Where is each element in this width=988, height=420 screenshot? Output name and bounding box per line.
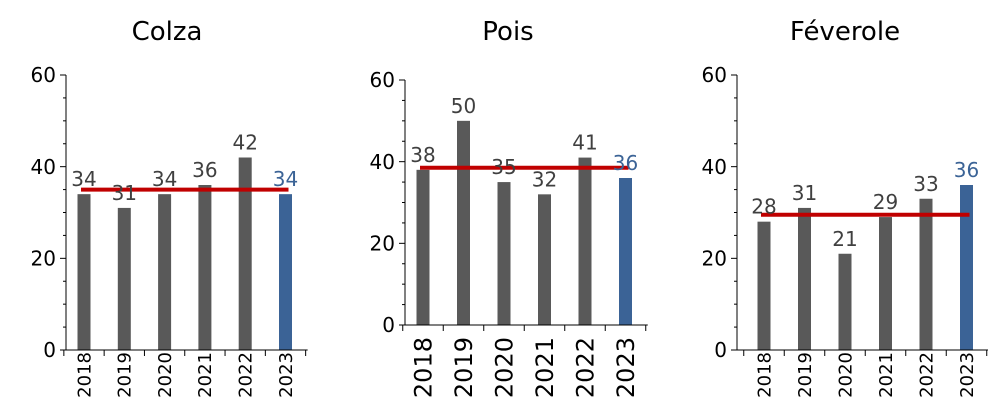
y-tick-label: 20	[31, 247, 56, 271]
bar-2021	[198, 185, 212, 350]
x-tick-label: 2023	[612, 337, 640, 398]
data-label: 28	[751, 195, 776, 219]
chart-title: Pois	[482, 17, 533, 47]
x-tick-label: 2018	[409, 337, 437, 398]
chart-panel-feverole: Féverole 0 20 40 60 2018 2019 2020 2021 2022 2023 2…	[702, 17, 988, 398]
bar-2019	[457, 120, 470, 325]
bar-2022	[578, 157, 592, 325]
y-tick-label: 20	[702, 247, 727, 271]
x-tick-label: 2021	[531, 337, 559, 398]
chart-panel-pois: Pois 0 20 40 60 2018 2019 2020 2021 2022 2023 38 50 3…	[370, 17, 648, 398]
data-label: 33	[913, 172, 938, 196]
x-tick-label: 2018	[74, 352, 95, 398]
data-label: 50	[451, 94, 476, 118]
y-tick-label: 0	[714, 338, 727, 362]
data-label: 36	[954, 158, 979, 182]
y-tick-label: 0	[43, 338, 56, 362]
x-tick-label: 2023	[957, 352, 978, 398]
data-label: 38	[410, 143, 435, 167]
data-label: 35	[491, 155, 516, 179]
data-label: 29	[873, 190, 898, 214]
x-tick-label: 2020	[490, 337, 518, 398]
chart-panel-colza: Colza 0 20 40 60 2018 2019 2020 2021 2022 2023 34 31…	[31, 17, 308, 398]
data-label: 21	[832, 227, 857, 251]
data-label: 36	[613, 151, 638, 175]
bar-2018	[77, 194, 91, 350]
data-label: 34	[273, 167, 298, 191]
data-label: 34	[71, 167, 96, 191]
x-tick-label: 2018	[754, 352, 775, 398]
data-label: 41	[572, 131, 597, 155]
data-label: 42	[232, 131, 257, 155]
bar-2019	[798, 207, 811, 350]
x-tick-label: 2023	[276, 352, 297, 398]
y-tick-label: 60	[370, 68, 395, 92]
x-tick-label: 2021	[876, 352, 897, 398]
y-tick-label: 60	[702, 63, 727, 87]
data-label: 32	[532, 167, 557, 191]
bar-2018	[416, 169, 430, 325]
y-tick-label: 40	[31, 155, 56, 179]
x-tick-label: 2019	[115, 352, 136, 398]
data-label: 31	[112, 181, 137, 205]
y-tick-label: 40	[370, 150, 395, 174]
y-tick-label: 0	[382, 313, 395, 337]
bar-2022	[238, 157, 252, 350]
chart-title: Féverole	[790, 17, 900, 47]
x-tick-label: 2020	[155, 352, 176, 398]
x-tick-label: 2022	[916, 352, 937, 398]
x-tick-label: 2021	[195, 352, 216, 398]
x-tick-label: 2019	[450, 337, 478, 398]
data-label: 36	[192, 158, 217, 182]
data-label: 34	[152, 167, 177, 191]
y-tick-label: 60	[31, 63, 56, 87]
x-tick-label: 2020	[835, 352, 856, 398]
bar-2020	[838, 253, 852, 350]
bar-2023	[619, 178, 632, 325]
data-label: 31	[792, 181, 817, 205]
bar-2022	[919, 198, 933, 350]
x-tick-label: 2022	[236, 352, 257, 398]
y-tick-label: 40	[702, 155, 727, 179]
bar-2023	[960, 185, 973, 350]
bar-2023	[279, 194, 292, 350]
y-tick-label: 20	[370, 232, 395, 256]
chart-title: Colza	[132, 17, 203, 47]
bar-2020	[158, 194, 172, 350]
bar-2021	[538, 194, 551, 325]
bar-2020	[497, 182, 511, 325]
bar-2021	[879, 217, 892, 350]
x-tick-label: 2019	[795, 352, 816, 398]
x-tick-label: 2022	[571, 337, 599, 398]
bar-2018	[757, 221, 771, 350]
bar-2019	[117, 207, 131, 350]
